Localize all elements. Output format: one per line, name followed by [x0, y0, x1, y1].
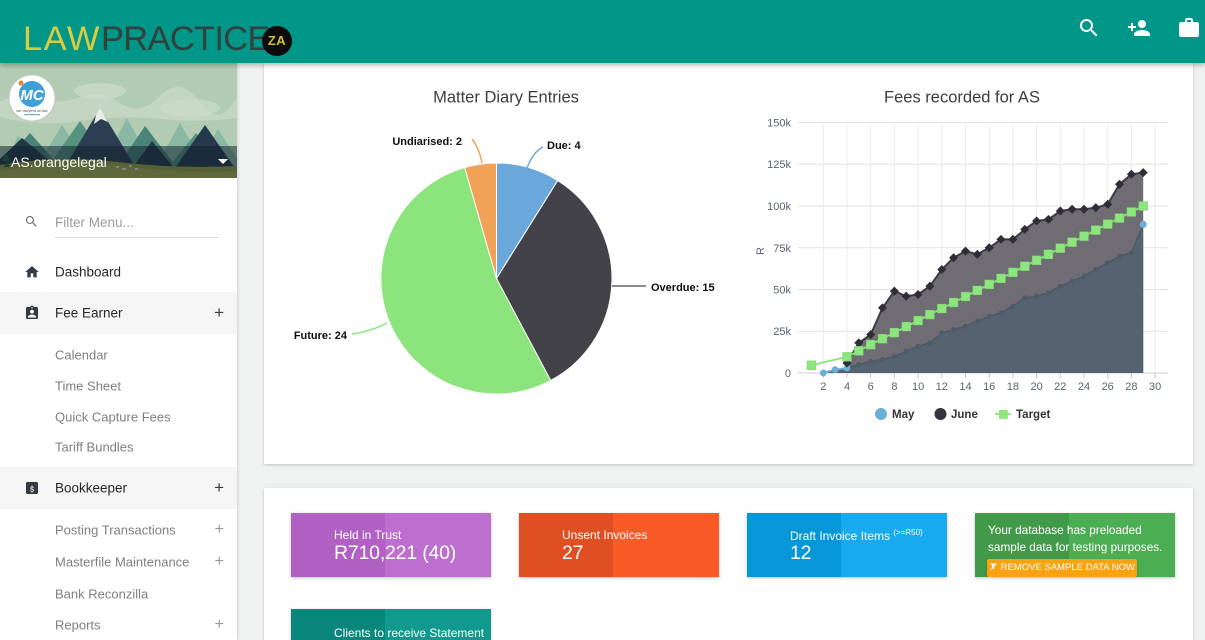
svg-text:Due: 4: Due: 4 [547, 140, 582, 152]
svg-text:25k: 25k [773, 326, 791, 338]
svg-text:125k: 125k [767, 159, 791, 171]
svg-text:R: R [755, 247, 767, 255]
svg-text:16: 16 [983, 381, 995, 393]
svg-text:Undiarised: 2: Undiarised: 2 [392, 136, 462, 148]
svg-text:12: 12 [936, 381, 948, 393]
svg-text:June: June [951, 409, 978, 421]
svg-text:0: 0 [785, 368, 791, 380]
svg-text:MC: MC [20, 87, 44, 104]
svg-text:Overdue: 15: Overdue: 15 [651, 282, 715, 294]
svg-text:26: 26 [1102, 381, 1114, 393]
svg-text:30: 30 [1149, 381, 1161, 393]
svg-text:Future: 24: Future: 24 [294, 330, 348, 342]
svg-text:4: 4 [844, 381, 850, 393]
svg-text:18: 18 [1007, 381, 1019, 393]
svg-text:Target: Target [1016, 409, 1050, 421]
svg-text:75k: 75k [773, 243, 791, 255]
svg-text:we lawyers at law: we lawyers at law [16, 108, 47, 113]
svg-text:14: 14 [959, 381, 971, 393]
svg-text:Fees recorded for AS: Fees recorded for AS [884, 89, 1040, 107]
svg-text:10: 10 [912, 381, 924, 393]
svg-text:Matter Diary Entries: Matter Diary Entries [433, 89, 579, 107]
svg-text:150k: 150k [767, 118, 791, 130]
svg-text:100k: 100k [767, 201, 791, 213]
svg-text:50k: 50k [773, 285, 791, 297]
svg-text:May: May [892, 409, 915, 421]
svg-text:6: 6 [868, 381, 874, 393]
svg-text:28: 28 [1125, 381, 1137, 393]
svg-text:22: 22 [1054, 381, 1066, 393]
svg-text:8: 8 [891, 381, 897, 393]
svg-text:2: 2 [820, 381, 826, 393]
svg-text:20: 20 [1030, 381, 1042, 393]
svg-text:24: 24 [1078, 381, 1090, 393]
